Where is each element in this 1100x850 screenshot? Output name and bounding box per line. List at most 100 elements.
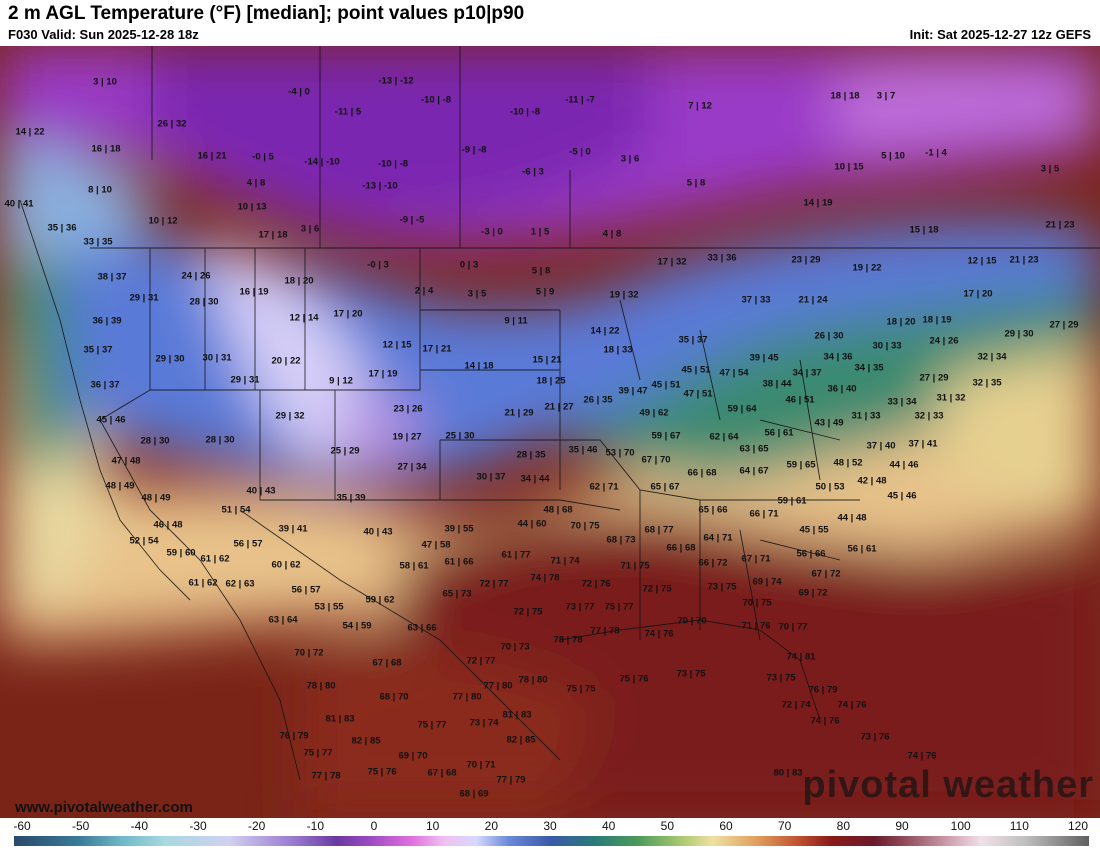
point-value: 80 | 83 xyxy=(773,767,803,779)
point-value: 8 | 10 xyxy=(88,184,112,196)
point-value: 65 | 67 xyxy=(650,481,680,493)
point-value: 44 | 48 xyxy=(837,512,867,524)
colorbar-tick: -50 xyxy=(71,819,90,833)
point-value: 68 | 77 xyxy=(644,524,674,536)
point-value: 15 | 18 xyxy=(909,224,939,236)
point-value: 12 | 14 xyxy=(289,312,319,324)
point-value: 20 | 22 xyxy=(271,355,301,367)
point-value: 75 | 77 xyxy=(604,601,634,613)
point-value: 2 | 4 xyxy=(414,285,434,297)
point-value: -13 | -12 xyxy=(378,75,414,87)
colorbar-tick: 30 xyxy=(543,819,557,833)
point-value: 67 | 71 xyxy=(741,553,771,565)
temperature-map[interactable]: 3 | 10 14 | 22 26 | 32 16 | 18 16 | 21 8 | 10… xyxy=(0,46,1100,818)
point-value: 29 | 32 xyxy=(275,410,305,422)
point-value: 77 | 79 xyxy=(496,774,526,786)
point-value: 62 | 71 xyxy=(589,481,619,493)
colorbar-tick: -30 xyxy=(189,819,207,833)
point-value: 72 | 75 xyxy=(642,583,672,595)
point-value: 47 | 58 xyxy=(421,539,451,551)
point-value: -1 | 4 xyxy=(925,147,947,159)
point-value: 49 | 62 xyxy=(639,407,669,419)
point-value: 14 | 22 xyxy=(590,325,620,337)
point-value: 61 | 66 xyxy=(444,556,474,568)
point-value: 31 | 33 xyxy=(851,410,881,422)
point-value: 31 | 32 xyxy=(936,392,966,404)
point-value: 54 | 59 xyxy=(342,620,372,632)
point-value: 73 | 77 xyxy=(565,601,595,613)
point-value: 21 | 23 xyxy=(1009,254,1039,266)
point-value: 82 | 85 xyxy=(351,735,381,747)
point-value: 28 | 30 xyxy=(189,296,219,308)
point-value: 27 | 29 xyxy=(919,372,949,384)
website-label[interactable]: www.pivotalweather.com xyxy=(15,799,193,816)
point-value: 26 | 35 xyxy=(583,394,613,406)
point-value: 46 | 48 xyxy=(153,519,183,531)
colorbar-gradient xyxy=(14,836,1089,846)
point-value: 67 | 70 xyxy=(641,454,671,466)
valid-time: F030 Valid: Sun 2025-12-28 18z xyxy=(8,27,199,42)
point-value: -0 | 5 xyxy=(252,151,274,163)
point-value: 34 | 36 xyxy=(823,351,853,363)
point-value: 59 | 65 xyxy=(786,459,816,471)
point-value: 3 | 5 xyxy=(467,288,487,300)
colorbar-ticks: -60 -50 -40 -30 -20 -10 0 10 20 30 40 50 60 70 80 90 100… xyxy=(0,819,1100,833)
point-value: 26 | 30 xyxy=(814,330,844,342)
point-value: 30 | 37 xyxy=(476,471,506,483)
point-value: 59 | 67 xyxy=(651,430,681,442)
point-value: 68 | 70 xyxy=(379,691,409,703)
point-value: 78 | 80 xyxy=(518,674,548,686)
colorbar-tick: 20 xyxy=(484,819,499,833)
init-time: Init: Sat 2025-12-27 12z GEFS xyxy=(909,27,1091,42)
point-value: 0 | 3 xyxy=(459,259,479,271)
point-value: 70 | 75 xyxy=(570,520,600,532)
point-value: 68 | 69 xyxy=(459,788,489,800)
point-value: 65 | 73 xyxy=(442,588,472,600)
point-value: 37 | 41 xyxy=(908,438,938,450)
point-value: 36 | 37 xyxy=(90,379,120,391)
point-value: 60 | 62 xyxy=(271,559,301,571)
colorbar-tick: 100 xyxy=(950,819,971,833)
point-value: 78 | 80 xyxy=(306,680,336,692)
point-value: 42 | 48 xyxy=(857,475,887,487)
point-value: 77 | 80 xyxy=(483,680,513,692)
point-value: -5 | 0 xyxy=(569,146,591,158)
point-value: 70 | 72 xyxy=(294,647,324,659)
point-value: 5 | 8 xyxy=(531,265,551,277)
point-value: 72 | 74 xyxy=(781,699,811,711)
point-value: 67 | 72 xyxy=(811,568,841,580)
point-value: 48 | 49 xyxy=(141,492,171,504)
point-value: 3 | 10 xyxy=(93,76,117,88)
point-value: 77 | 78 xyxy=(590,625,620,637)
point-value: 61 | 62 xyxy=(200,553,230,565)
point-value: 34 | 35 xyxy=(854,362,884,374)
point-value: -14 | -10 xyxy=(304,156,340,168)
point-value: 74 | 76 xyxy=(644,628,674,640)
point-value: 37 | 33 xyxy=(741,294,771,306)
point-value: 73 | 75 xyxy=(676,668,706,680)
point-value: 17 | 20 xyxy=(333,308,363,320)
point-value: 5 | 8 xyxy=(686,177,706,189)
point-value: 71 | 74 xyxy=(550,555,580,567)
point-value: -9 | -5 xyxy=(399,214,425,226)
point-value: 21 | 29 xyxy=(504,407,534,419)
point-value: -6 | 3 xyxy=(522,166,544,178)
point-value: 17 | 21 xyxy=(422,343,452,355)
point-value: 68 | 73 xyxy=(606,534,636,546)
point-value: 63 | 66 xyxy=(407,622,437,634)
point-value: 71 | 76 xyxy=(741,620,771,632)
colorbar-tick: -10 xyxy=(306,819,324,833)
point-value: 75 | 76 xyxy=(367,766,397,778)
point-value: 56 | 57 xyxy=(291,584,321,596)
point-value: 16 | 21 xyxy=(197,150,227,162)
point-value: 34 | 44 xyxy=(520,473,550,485)
point-value: 40 | 41 xyxy=(4,198,34,210)
point-value: 56 | 61 xyxy=(764,427,794,439)
point-value: 19 | 32 xyxy=(609,289,639,301)
point-value: 32 | 34 xyxy=(977,351,1007,363)
point-value: 12 | 15 xyxy=(967,255,997,267)
point-value: 65 | 66 xyxy=(698,504,728,516)
point-value: 26 | 32 xyxy=(157,118,187,130)
map-title: 2 m AGL Temperature (°F) [median]; point… xyxy=(8,3,525,24)
colorbar-tick: 90 xyxy=(895,819,909,833)
